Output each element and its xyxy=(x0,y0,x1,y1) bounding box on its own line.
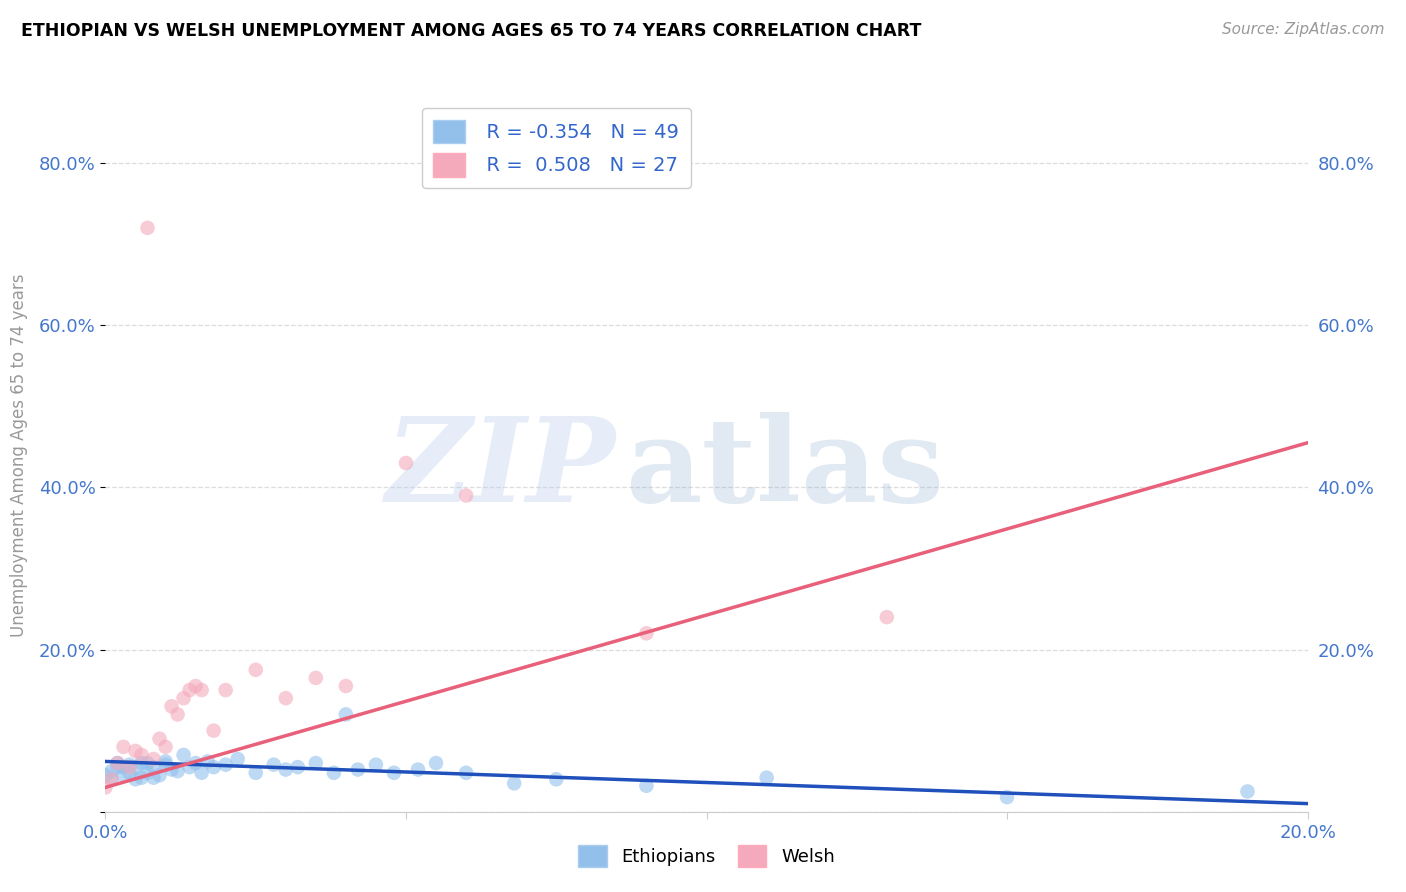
Point xyxy=(155,755,177,769)
Point xyxy=(107,760,129,774)
Point xyxy=(131,771,153,785)
Point xyxy=(173,747,195,762)
Point xyxy=(214,683,236,698)
Point xyxy=(202,760,225,774)
Point xyxy=(546,772,568,787)
Point xyxy=(142,752,165,766)
Point xyxy=(136,220,159,235)
Point xyxy=(160,699,183,714)
Point xyxy=(263,757,285,772)
Point xyxy=(160,763,183,777)
Point xyxy=(142,760,165,774)
Legend: Ethiopians, Welsh: Ethiopians, Welsh xyxy=(571,838,842,874)
Point xyxy=(190,683,212,698)
Point xyxy=(274,691,297,706)
Point xyxy=(335,707,357,722)
Point xyxy=(124,760,146,774)
Point xyxy=(202,723,225,738)
Point xyxy=(636,779,658,793)
Point xyxy=(131,756,153,770)
Point xyxy=(226,752,249,766)
Point xyxy=(100,772,122,787)
Point xyxy=(100,772,122,787)
Point xyxy=(245,765,267,780)
Point xyxy=(142,771,165,785)
Point xyxy=(107,756,129,770)
Point xyxy=(124,772,146,787)
Point xyxy=(274,763,297,777)
Point xyxy=(335,679,357,693)
Text: ETHIOPIAN VS WELSH UNEMPLOYMENT AMONG AGES 65 TO 74 YEARS CORRELATION CHART: ETHIOPIAN VS WELSH UNEMPLOYMENT AMONG AG… xyxy=(21,22,921,40)
Point xyxy=(454,765,477,780)
Point xyxy=(118,760,141,774)
Point xyxy=(876,610,898,624)
Text: ZIP: ZIP xyxy=(387,412,616,526)
Point xyxy=(995,790,1018,805)
Point xyxy=(364,757,387,772)
Point xyxy=(755,771,778,785)
Point xyxy=(287,760,309,774)
Text: atlas: atlas xyxy=(624,412,943,526)
Point xyxy=(124,744,146,758)
Point xyxy=(148,768,170,782)
Y-axis label: Unemployment Among Ages 65 to 74 years: Unemployment Among Ages 65 to 74 years xyxy=(10,273,28,637)
Text: Source: ZipAtlas.com: Source: ZipAtlas.com xyxy=(1222,22,1385,37)
Point xyxy=(166,707,188,722)
Point xyxy=(425,756,447,770)
Point xyxy=(197,755,219,769)
Point xyxy=(184,679,207,693)
Point xyxy=(245,663,267,677)
Point xyxy=(395,456,418,470)
Point xyxy=(406,763,429,777)
Point xyxy=(131,747,153,762)
Point xyxy=(184,756,207,770)
Point xyxy=(112,768,135,782)
Point xyxy=(179,760,201,774)
Point xyxy=(155,739,177,754)
Point xyxy=(382,765,405,780)
Point xyxy=(118,765,141,780)
Point xyxy=(179,683,201,698)
Point xyxy=(347,763,370,777)
Point xyxy=(322,765,344,780)
Point xyxy=(1236,784,1258,798)
Point xyxy=(94,768,117,782)
Point xyxy=(454,488,477,502)
Point xyxy=(100,764,122,779)
Point xyxy=(173,691,195,706)
Point xyxy=(503,776,526,790)
Point xyxy=(136,765,159,780)
Point xyxy=(148,731,170,746)
Point xyxy=(118,757,141,772)
Point xyxy=(94,780,117,795)
Point xyxy=(214,757,236,772)
Point xyxy=(136,756,159,770)
Point xyxy=(305,756,328,770)
Point xyxy=(107,756,129,770)
Point xyxy=(112,739,135,754)
Point xyxy=(190,765,212,780)
Point xyxy=(155,757,177,772)
Point xyxy=(166,764,188,779)
Point xyxy=(636,626,658,640)
Point xyxy=(305,671,328,685)
Point xyxy=(112,760,135,774)
